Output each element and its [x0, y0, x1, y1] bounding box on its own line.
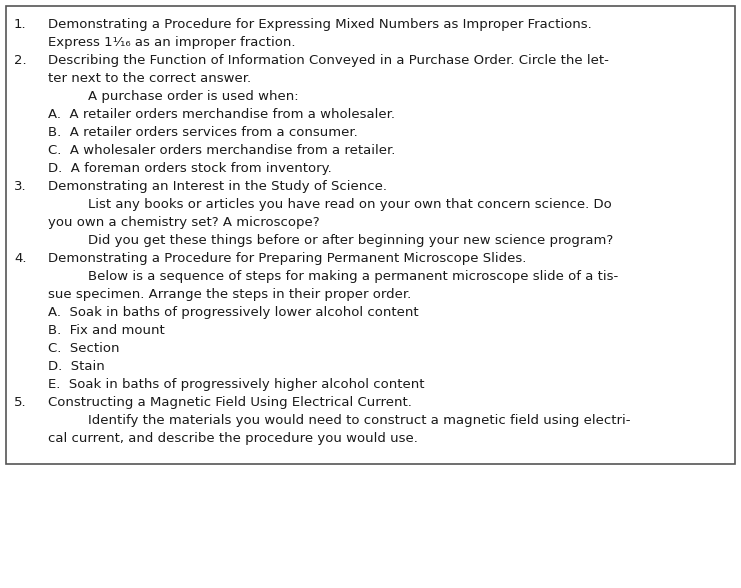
Text: C.  Section: C. Section [48, 342, 119, 355]
Text: ter next to the correct answer.: ter next to the correct answer. [48, 72, 251, 85]
Text: 1.: 1. [14, 18, 27, 31]
Text: Identify the materials you would need to construct a magnetic field using electr: Identify the materials you would need to… [88, 414, 631, 427]
Text: Did you get these things before or after beginning your new science program?: Did you get these things before or after… [88, 234, 614, 247]
Text: D.  Stain: D. Stain [48, 360, 104, 373]
Text: Describing the Function of Information Conveyed in a Purchase Order. Circle the : Describing the Function of Information C… [48, 54, 609, 67]
Text: Demonstrating an Interest in the Study of Science.: Demonstrating an Interest in the Study o… [48, 180, 387, 193]
Text: Express 1¹⁄₁₆ as an improper fraction.: Express 1¹⁄₁₆ as an improper fraction. [48, 36, 296, 49]
Text: sue specimen. Arrange the steps in their proper order.: sue specimen. Arrange the steps in their… [48, 288, 411, 301]
Text: List any books or articles you have read on your own that concern science. Do: List any books or articles you have read… [88, 198, 612, 211]
Text: A purchase order is used when:: A purchase order is used when: [88, 90, 299, 103]
Text: B.  Fix and mount: B. Fix and mount [48, 324, 165, 337]
Text: A.  A retailer orders merchandise from a wholesaler.: A. A retailer orders merchandise from a … [48, 108, 395, 121]
Text: cal current, and describe the procedure you would use.: cal current, and describe the procedure … [48, 432, 418, 445]
Text: 5.: 5. [14, 396, 27, 409]
Text: Constructing a Magnetic Field Using Electrical Current.: Constructing a Magnetic Field Using Elec… [48, 396, 412, 409]
Text: 2.: 2. [14, 54, 27, 67]
Text: B.  A retailer orders services from a consumer.: B. A retailer orders services from a con… [48, 126, 358, 139]
Text: Demonstrating a Procedure for Preparing Permanent Microscope Slides.: Demonstrating a Procedure for Preparing … [48, 252, 526, 265]
Text: 4.: 4. [14, 252, 27, 265]
Text: A.  Soak in baths of progressively lower alcohol content: A. Soak in baths of progressively lower … [48, 306, 419, 319]
Bar [6, 6, 735, 464]
Text: 3.: 3. [14, 180, 27, 193]
Text: Demonstrating a Procedure for Expressing Mixed Numbers as Improper Fractions.: Demonstrating a Procedure for Expressing… [48, 18, 592, 31]
Text: Below is a sequence of steps for making a permanent microscope slide of a tis-: Below is a sequence of steps for making … [88, 270, 618, 283]
Text: D.  A foreman orders stock from inventory.: D. A foreman orders stock from inventory… [48, 162, 332, 175]
Text: you own a chemistry set? A microscope?: you own a chemistry set? A microscope? [48, 216, 319, 229]
Text: E.  Soak in baths of progressively higher alcohol content: E. Soak in baths of progressively higher… [48, 378, 425, 391]
Text: C.  A wholesaler orders merchandise from a retailer.: C. A wholesaler orders merchandise from … [48, 144, 396, 157]
